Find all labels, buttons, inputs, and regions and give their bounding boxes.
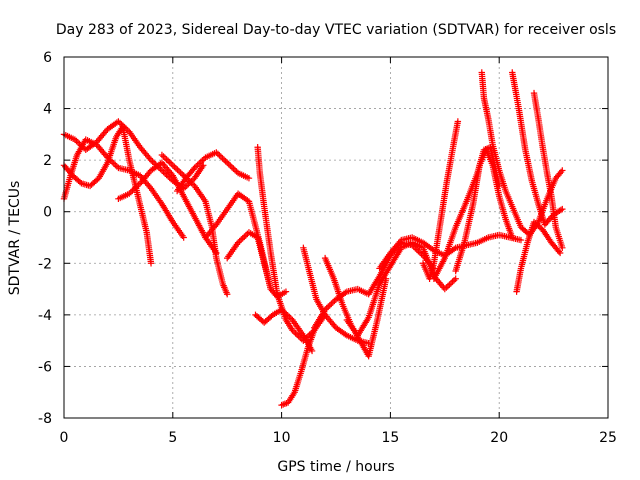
data-point-marker: [308, 347, 316, 355]
y-axis-label: SDTVAR / TECUs: [7, 181, 23, 296]
data-point-marker: [171, 163, 178, 170]
data-point-marker: [449, 278, 456, 285]
series-track-6: [173, 149, 253, 195]
series-track-20: [478, 69, 566, 239]
data-point-marker: [158, 151, 166, 159]
data-point-marker: [225, 160, 232, 168]
data-point-marker: [556, 249, 564, 257]
data-point-marker: [559, 244, 566, 252]
y-tick-label: -4: [38, 308, 52, 324]
data-point-marker: [164, 157, 172, 165]
series-track-14: [321, 254, 390, 360]
data-point-marker: [166, 159, 173, 166]
data-point-marker: [241, 233, 248, 240]
data-point-marker: [245, 174, 253, 182]
y-tick-label: -2: [38, 256, 52, 272]
data-point-marker: [452, 275, 459, 282]
y-tick-label: -8: [38, 411, 52, 427]
data-point-marker: [169, 162, 176, 169]
x-tick-label: 10: [273, 430, 291, 446]
data-point-marker: [168, 160, 175, 168]
data-point-marker: [110, 160, 117, 167]
series-track-13: [311, 239, 438, 331]
data-point-marker: [230, 165, 237, 172]
data-point-marker: [447, 279, 455, 287]
x-tick-label: 15: [381, 430, 399, 446]
series-track-11: [278, 327, 318, 409]
plot-frame: [63, 56, 609, 419]
y-tick-label: 4: [43, 102, 52, 118]
data-point-marker: [222, 158, 229, 165]
data-point-marker: [446, 281, 453, 288]
x-axis-label: GPS time / hours: [277, 459, 394, 475]
series-track-9: [254, 144, 329, 344]
series-track-21: [509, 69, 566, 228]
series-track-23: [530, 89, 566, 252]
data-point-marker: [214, 150, 222, 158]
data-point-marker: [454, 118, 462, 125]
y-tick-label: 2: [43, 153, 52, 169]
data-point-marker: [282, 288, 290, 295]
data-point-marker: [325, 303, 332, 310]
data-point-marker: [200, 162, 207, 169]
y-tick-label: 0: [43, 205, 52, 221]
data-point-marker: [220, 156, 228, 163]
data-point-marker: [160, 153, 167, 160]
data-point-marker: [190, 166, 197, 173]
data-point-marker: [415, 247, 422, 255]
data-point-marker: [239, 235, 246, 242]
y-tick-label: -6: [38, 359, 52, 375]
x-tick-label: 5: [168, 430, 177, 446]
data-point-marker: [557, 206, 565, 214]
data-point-marker: [112, 161, 119, 169]
data-point-marker: [172, 165, 180, 172]
data-point-marker: [147, 260, 155, 267]
data-points: [60, 69, 566, 409]
data-point-marker: [517, 236, 525, 244]
series-track-15: [343, 239, 459, 339]
data-point-marker: [444, 282, 452, 290]
chart-title: Day 283 of 2023, Sidereal Day-to-day VTE…: [56, 22, 616, 38]
data-point-marker: [174, 166, 181, 173]
series-track-8: [224, 229, 290, 301]
data-point-marker: [228, 163, 236, 171]
x-tick-label: 0: [60, 430, 69, 446]
data-point-marker: [450, 277, 458, 284]
data-point-marker: [329, 299, 337, 306]
data-point-marker: [199, 157, 206, 164]
data-point-marker: [224, 291, 231, 298]
data-point-marker: [177, 169, 184, 176]
data-point-marker: [175, 167, 183, 175]
data-point-marker: [509, 234, 516, 241]
data-point-marker: [292, 330, 299, 337]
data-point-marker: [161, 154, 169, 162]
series-track-19: [452, 146, 516, 275]
data-point-marker: [328, 300, 335, 308]
x-tick-label: 25: [599, 430, 617, 446]
x-tick-label: 20: [490, 430, 508, 446]
data-point-marker: [217, 153, 225, 161]
data-point-marker: [555, 248, 563, 255]
data-point-marker: [149, 158, 156, 165]
grid-lines: [64, 57, 608, 418]
y-tick-label: 6: [43, 50, 52, 66]
data-point-marker: [231, 166, 239, 174]
series-track-2: [60, 136, 187, 241]
data-point-marker: [326, 302, 333, 309]
data-point-marker: [180, 234, 187, 241]
data-point-marker: [227, 162, 234, 169]
data-point-marker: [281, 400, 289, 408]
series-track-22: [513, 218, 564, 295]
data-point-marker: [237, 236, 245, 243]
data-point-marker: [559, 205, 566, 213]
data-point-marker: [416, 249, 424, 256]
data-point-marker: [163, 156, 170, 163]
axes: 0 5 10 15 20 25 -8 -6 -4 -2 0 2 4 6: [38, 50, 617, 446]
data-point-marker: [559, 167, 566, 174]
